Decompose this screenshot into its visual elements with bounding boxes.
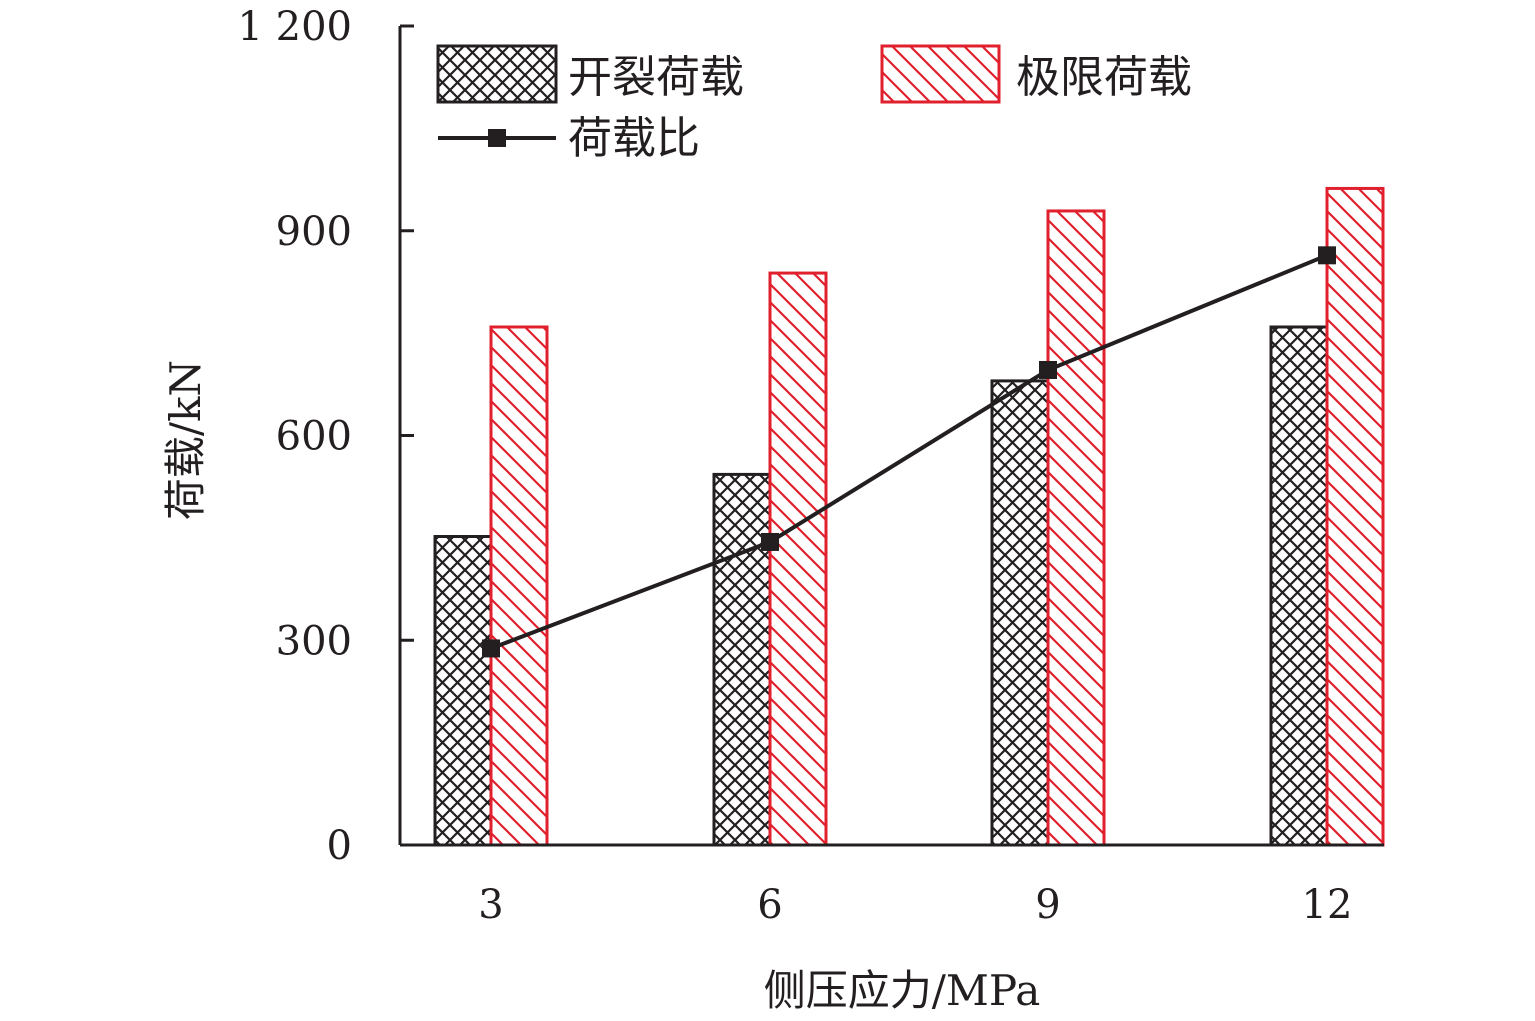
y-axis-title: 荷载/kN	[161, 360, 210, 520]
legend-label-cracking: 开裂荷载	[568, 52, 744, 103]
bar-cracking-12	[1269, 325, 1329, 847]
x-tick-label: 9	[1035, 882, 1060, 928]
legend: 开裂荷载 极限荷载 荷载比	[436, 44, 1192, 164]
bar-cracking-3	[433, 535, 493, 847]
y-tick-label: 1 200	[237, 4, 352, 50]
legend-label-ultimate: 极限荷载	[1016, 52, 1192, 103]
y-tick-label: 0	[327, 823, 352, 869]
y-tick-label: 300	[276, 618, 352, 664]
ultimate-load-bars	[489, 186, 1385, 847]
cracking-load-bars	[433, 325, 1329, 847]
legend-label-ratio: 荷载比	[568, 113, 700, 164]
x-tick-label: 3	[478, 882, 503, 928]
bar-ultimate-9	[1046, 209, 1106, 847]
bar-ultimate-6	[768, 271, 828, 847]
ratio-point-3	[482, 639, 500, 658]
x-tick-label: 6	[757, 882, 782, 928]
load-ratio-markers	[482, 246, 1336, 658]
x-tick-label: 12	[1302, 882, 1353, 928]
legend-swatch-cracking	[436, 44, 558, 104]
load-ratio-line	[490, 253, 1328, 651]
y-tick-label: 900	[276, 209, 352, 255]
ratio-point-12	[1318, 246, 1336, 265]
ratio-point-9	[1039, 360, 1057, 379]
bar-cracking-9	[990, 379, 1050, 847]
legend-swatch-ratio-marker	[488, 129, 506, 147]
x-axis-title: 侧压应力/MPa	[764, 966, 1041, 1015]
y-axis-ticks: 0 300 600 900 1 200	[237, 4, 414, 869]
legend-item-ratio: 荷载比	[438, 113, 700, 164]
ratio-point-6	[761, 532, 779, 551]
plot-area: 0 300 600 900 1 200 3 6 9 12	[237, 4, 1385, 928]
bar-ultimate-12	[1325, 186, 1385, 847]
legend-item-cracking: 开裂荷载	[436, 44, 744, 104]
y-tick-label: 600	[276, 414, 352, 460]
legend-item-ultimate: 极限荷载	[880, 44, 1192, 104]
x-axis-tick-labels: 3 6 9 12	[478, 882, 1352, 928]
legend-swatch-ultimate	[880, 44, 1001, 104]
bar-ultimate-3	[489, 325, 549, 847]
bar-cracking-6	[712, 472, 772, 847]
